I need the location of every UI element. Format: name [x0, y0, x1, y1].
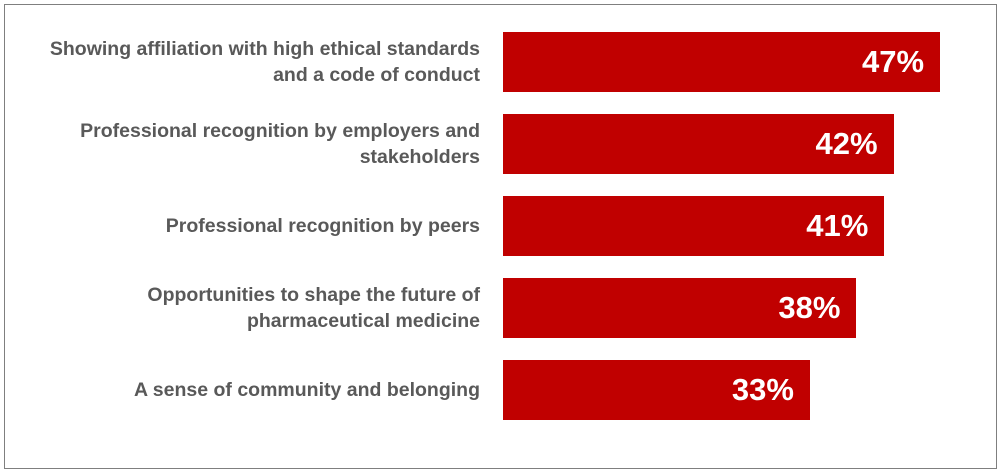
category-label: Showing affiliation with high ethical st… — [49, 38, 480, 86]
value-label: 33% — [731, 372, 794, 407]
category-label: Professional recognition by employers an… — [80, 120, 480, 168]
value-label: 42% — [815, 126, 878, 161]
bar — [503, 360, 810, 420]
bar — [503, 32, 941, 92]
category-label: Professional recognition by peers — [165, 215, 480, 237]
category-label: Opportunities to shape the future of pha… — [147, 284, 480, 332]
value-label: 41% — [806, 208, 869, 243]
value-label: 38% — [778, 290, 841, 325]
bar — [503, 114, 894, 174]
bar — [503, 278, 857, 338]
bar — [503, 196, 885, 256]
category-label: A sense of community and belonging — [134, 379, 480, 401]
chart-frame — [4, 4, 997, 469]
value-label: 47% — [862, 44, 925, 79]
